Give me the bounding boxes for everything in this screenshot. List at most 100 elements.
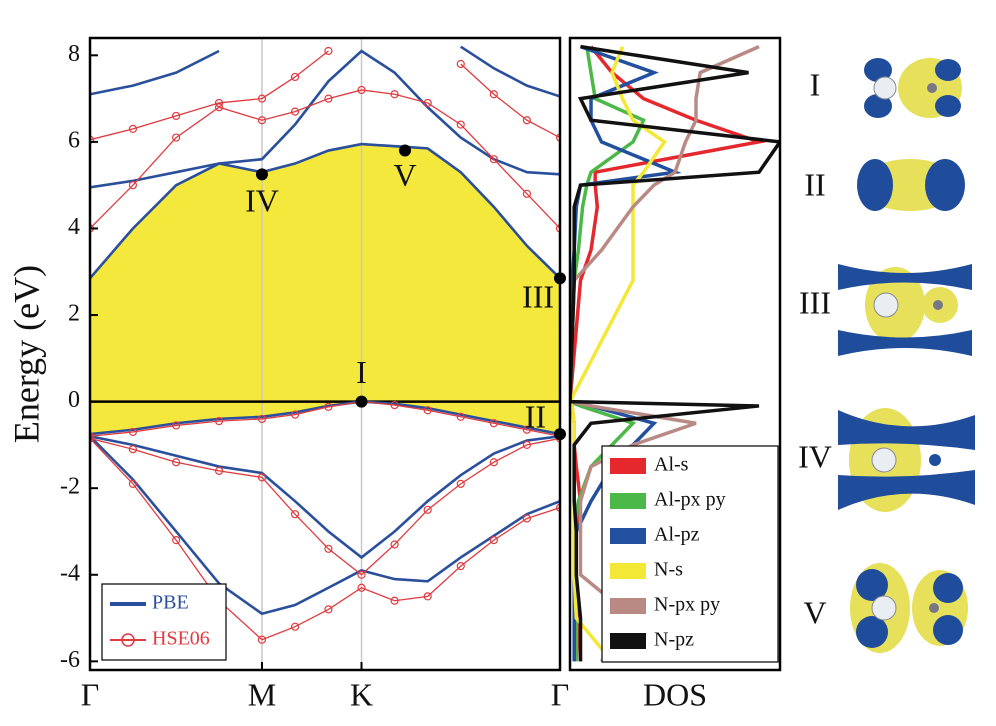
band-marker <box>324 544 333 553</box>
legend-label: N-px py <box>654 594 720 616</box>
band-marker <box>555 224 560 233</box>
band-marker <box>128 479 138 488</box>
band-marker <box>90 432 95 441</box>
band-marker <box>172 111 181 121</box>
legend-label: N-s <box>654 559 683 581</box>
orbital-i <box>864 58 962 118</box>
plot-frame <box>88 36 562 672</box>
band-marker <box>214 416 224 426</box>
orbital-iv <box>838 408 975 512</box>
band-marker <box>324 94 333 103</box>
band-line <box>90 45 560 98</box>
band-marker <box>357 85 366 95</box>
band-marker <box>423 406 432 415</box>
orbital-label: V <box>803 594 826 630</box>
band-marker <box>555 503 560 512</box>
y-tick-label: -4 <box>60 560 80 586</box>
band-marker <box>128 427 138 437</box>
legend-label: HSE06 <box>152 628 210 650</box>
band-marker <box>522 189 532 198</box>
band-marker <box>128 124 138 134</box>
legend-label: Al-px py <box>654 489 726 511</box>
gap-fill <box>90 144 560 435</box>
legend-swatch <box>610 458 646 474</box>
legend-label: Al-pz <box>654 524 700 546</box>
y-axis-label: Energy (eV) <box>6 265 46 443</box>
band-marker <box>390 540 399 549</box>
band-line <box>90 434 560 560</box>
band-marker <box>172 133 181 142</box>
band-marker <box>390 596 399 605</box>
band-line <box>90 142 560 280</box>
legend-label: Al-s <box>654 454 689 476</box>
band-marker <box>456 59 465 69</box>
band-marker <box>489 90 498 99</box>
band-marker <box>257 473 267 482</box>
band-marker <box>90 135 95 144</box>
band-line <box>90 400 560 437</box>
point-label: III <box>522 279 554 315</box>
point-label: II <box>525 398 546 434</box>
band-marker <box>257 414 267 424</box>
orbital-images <box>838 58 975 653</box>
point-label: I <box>356 354 367 390</box>
legend-swatch <box>610 493 646 509</box>
band-marker <box>522 440 532 450</box>
point-marker <box>355 395 368 408</box>
band-marker <box>214 103 224 112</box>
band-marker <box>522 514 532 523</box>
y-tick-label: 4 <box>68 214 80 240</box>
point-marker <box>255 168 268 181</box>
legend-label: PBE <box>152 592 189 614</box>
band-line <box>90 437 560 641</box>
band-marker <box>456 562 465 571</box>
band-marker <box>324 605 333 614</box>
band-marker <box>489 155 498 164</box>
x-tick-label: Γ <box>551 676 570 712</box>
band-marker <box>214 98 224 108</box>
orbital-label: IV <box>798 438 832 474</box>
band-marker <box>90 434 95 443</box>
orbital-label: II <box>804 166 825 202</box>
x-tick-label: K <box>350 676 373 712</box>
band-marker <box>390 400 399 410</box>
band-marker <box>128 181 138 190</box>
band-marker <box>423 98 432 108</box>
y-tick-label: 8 <box>68 41 80 67</box>
band-marker <box>456 479 465 488</box>
band-marker <box>489 458 498 467</box>
dos-line <box>570 44 780 662</box>
band-marker <box>522 425 532 434</box>
orbital-iii <box>838 264 972 356</box>
x-tick-label: Γ <box>81 676 100 712</box>
band-line <box>90 437 560 576</box>
legend-box <box>601 445 779 663</box>
band-marker <box>290 510 300 519</box>
y-tick-label: 2 <box>68 301 80 327</box>
band-marker <box>290 107 300 116</box>
legend-swatch <box>610 633 646 649</box>
legend-label: N-pz <box>654 629 694 651</box>
band-marker <box>357 583 366 592</box>
x-tick-label: M <box>248 676 276 712</box>
y-tick-label: -6 <box>60 647 80 673</box>
band-line <box>90 435 560 616</box>
band-marker <box>555 133 560 142</box>
legend-swatch <box>610 598 646 614</box>
band-line <box>90 89 560 229</box>
orbital-v <box>850 563 968 653</box>
band-marker <box>390 90 399 99</box>
band-marker <box>128 445 138 454</box>
band-marker <box>324 46 333 56</box>
legend-box <box>101 583 227 661</box>
band-marker <box>290 410 300 419</box>
band-marker <box>522 116 532 125</box>
orbital-label: I <box>810 66 821 102</box>
y-tick-label: -2 <box>60 474 80 500</box>
point-label: V <box>393 157 416 193</box>
band-marker <box>423 592 432 601</box>
band-plot <box>90 38 560 670</box>
band-marker <box>172 536 181 545</box>
band-marker <box>172 421 181 430</box>
